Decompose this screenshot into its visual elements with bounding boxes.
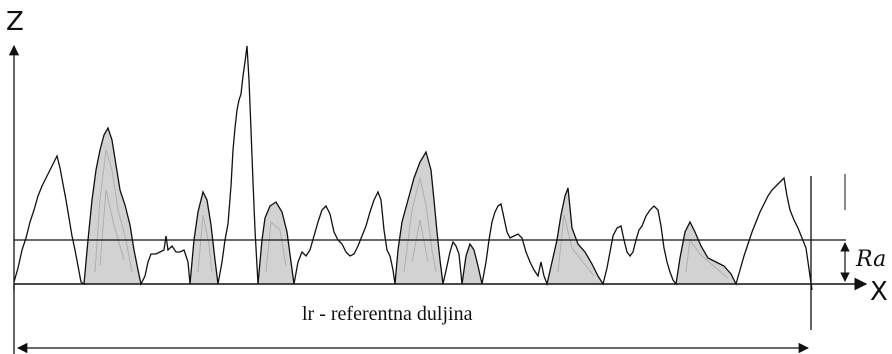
reference-length-label: lr - referentna duljina <box>302 303 473 325</box>
roughness-profile <box>13 45 813 291</box>
shaded-peaks <box>83 126 737 285</box>
ra-label: Ra <box>855 247 886 272</box>
x-axis-label: X <box>870 277 888 307</box>
z-axis-label: Z <box>6 7 24 37</box>
shaded-peak-1 <box>83 126 142 285</box>
